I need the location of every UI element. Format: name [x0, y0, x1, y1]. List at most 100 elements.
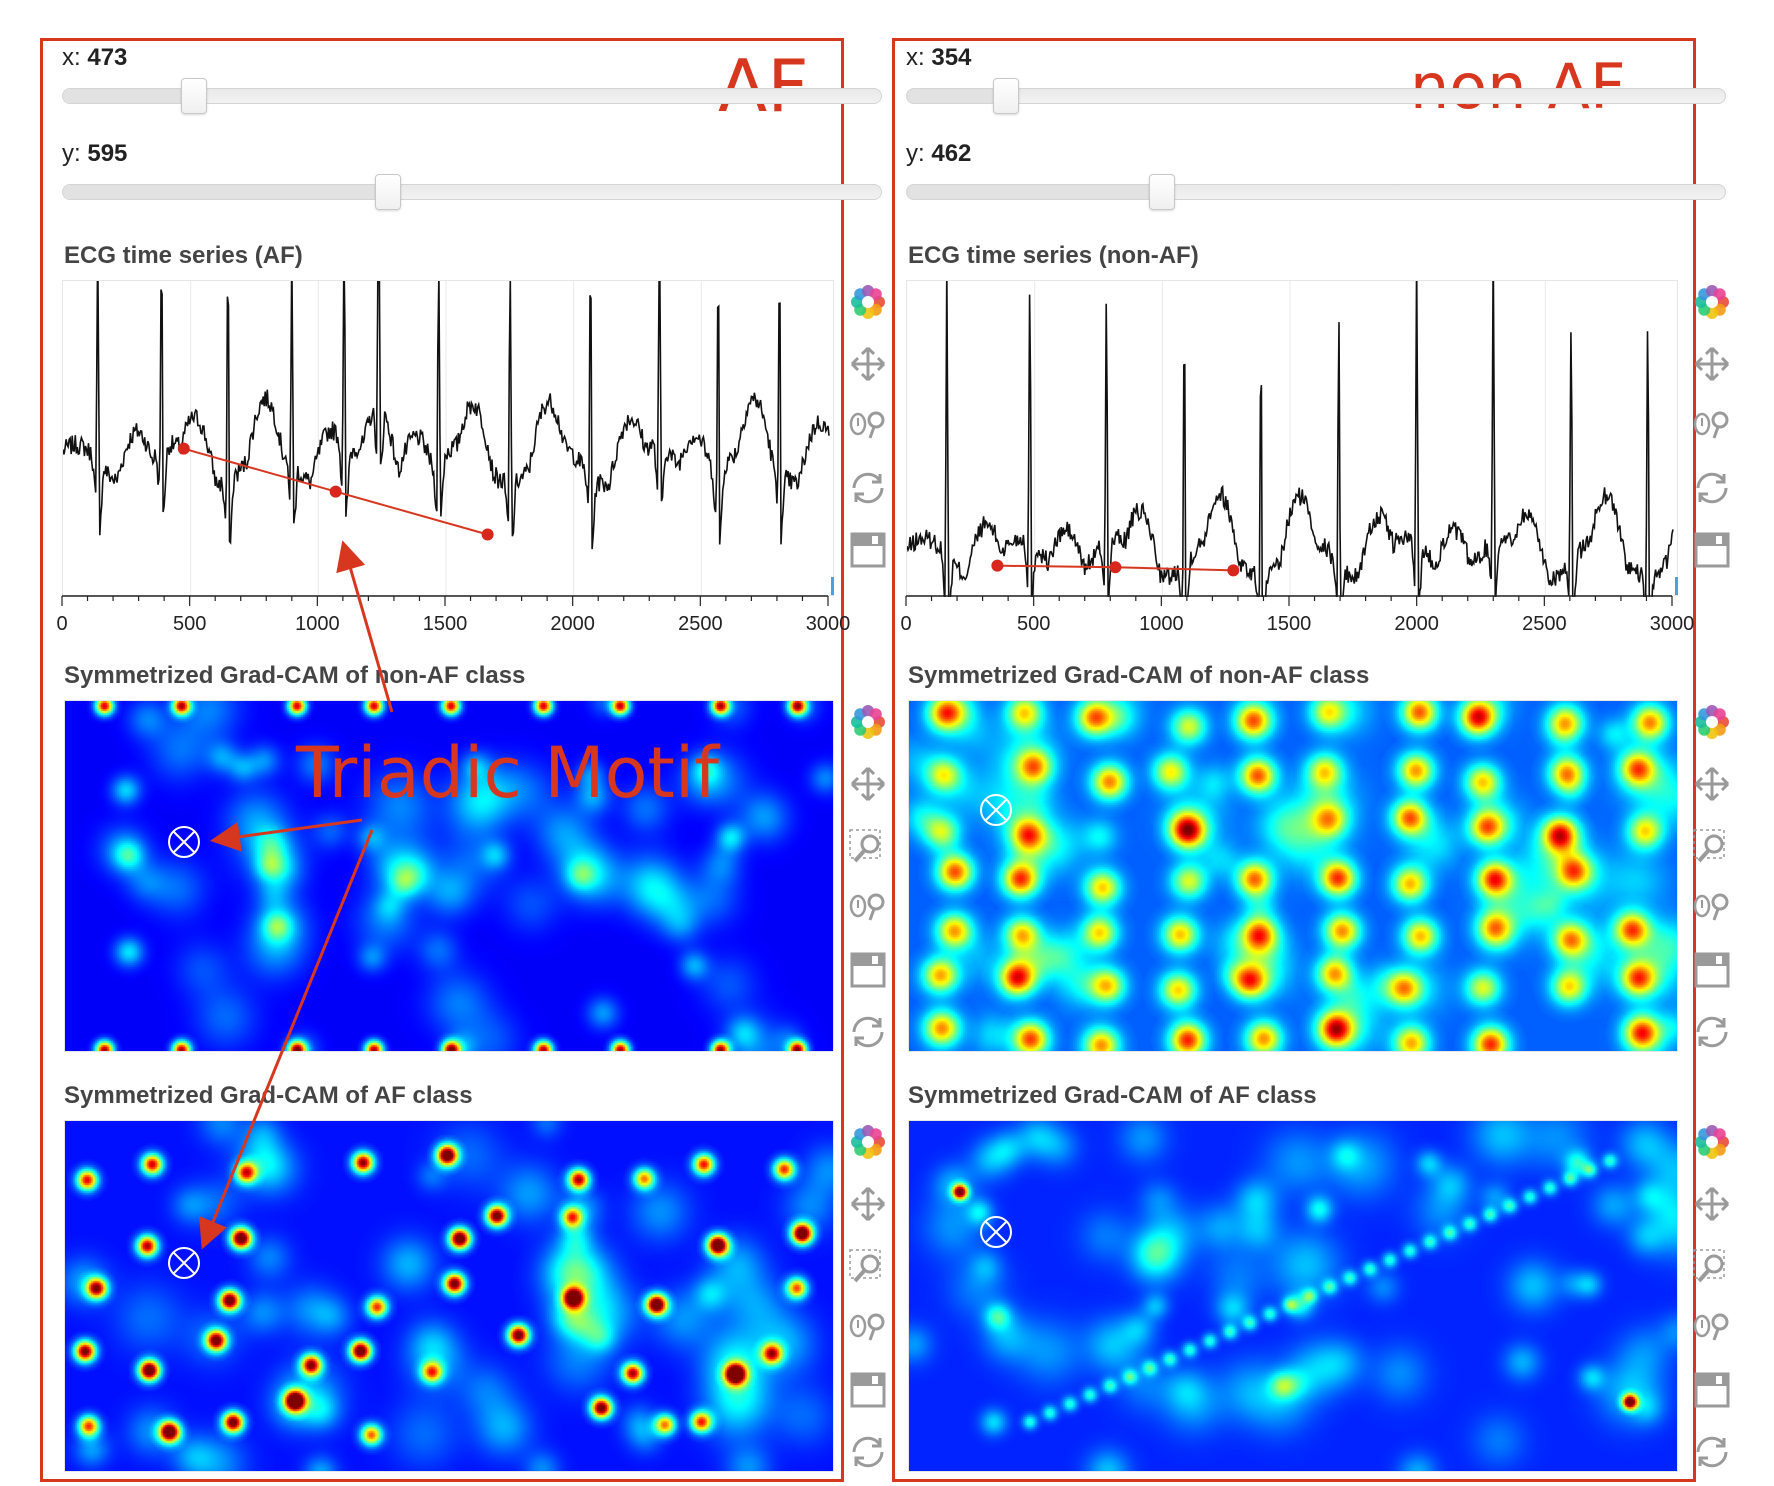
y-slider[interactable] [906, 174, 1726, 210]
x-slider-label: x: 354 [906, 44, 972, 71]
tick-label: 2500 [678, 613, 723, 635]
pan-icon[interactable] [846, 1182, 890, 1226]
box-zoom-icon[interactable] [846, 1244, 890, 1288]
box-zoom-icon[interactable] [1690, 824, 1734, 868]
nonaf-panel-border [892, 38, 1696, 1482]
save-icon[interactable] [1690, 948, 1734, 992]
arrow-to-ecg [336, 540, 394, 713]
pan-icon[interactable] [1690, 342, 1734, 386]
y-slider-value: 462 [931, 140, 972, 167]
logo-icon [846, 280, 890, 324]
motif-point [481, 528, 494, 541]
wheel-zoom-icon[interactable] [1690, 1306, 1734, 1350]
y-slider-handle[interactable] [375, 174, 401, 210]
ecg-plot-title: ECG time series (non-AF) [908, 242, 1199, 269]
arrow-to-af-marker [199, 829, 374, 1250]
y-slider-handle[interactable] [1149, 174, 1175, 210]
reset-icon[interactable] [1690, 466, 1734, 510]
circled-times-icon [168, 1247, 200, 1279]
ecg-x-axis: 0 500 1000 1500 2000 2500 3000 [56, 595, 851, 635]
ecg-af-svg [63, 281, 834, 597]
x-slider[interactable] [906, 78, 1726, 114]
save-icon[interactable] [846, 948, 890, 992]
tick-label: 0 [56, 613, 67, 635]
tick-label: 3000 [806, 613, 851, 635]
tick-label: 500 [173, 613, 206, 635]
af-gradcam-title: Symmetrized Grad-CAM of AF class [908, 1082, 1317, 1109]
wheel-zoom-icon[interactable] [846, 886, 890, 930]
af-gradcam-heatmap[interactable] [908, 1120, 1678, 1472]
pan-icon[interactable] [846, 762, 890, 806]
tick-label: 2000 [550, 613, 595, 635]
save-icon[interactable] [1690, 1368, 1734, 1412]
tick-label: 1500 [423, 613, 468, 635]
ecg-plot[interactable] [906, 280, 1678, 597]
save-icon[interactable] [1690, 528, 1734, 572]
nonaf-gradcam-title: Symmetrized Grad-CAM of non-AF class [64, 662, 526, 689]
nonaf-panel-label: non-AF [1410, 50, 1626, 123]
x-slider-value: 473 [87, 44, 128, 71]
triadic-motif-annotation: Triadic Motif [296, 732, 719, 814]
pan-icon[interactable] [1690, 762, 1734, 806]
motif-point [329, 485, 342, 498]
x-slider-value: 354 [931, 44, 972, 71]
tick-label: 1000 [295, 613, 340, 635]
arrow-to-nonaf-marker [210, 818, 363, 852]
af-panel-border [40, 38, 844, 1482]
ecg-plot-title: ECG time series (AF) [64, 242, 303, 269]
motif-point [1109, 561, 1122, 574]
ecg-nonaf-svg [907, 281, 1678, 597]
wheel-zoom-icon[interactable] [846, 404, 890, 448]
tick-label: 1500 [1267, 613, 1312, 635]
y-slider-label: y: 462 [906, 140, 972, 167]
tick-label: 2000 [1394, 613, 1439, 635]
y-slider-label: y: 595 [62, 140, 128, 167]
logo-icon [1690, 700, 1734, 744]
circled-times-icon [168, 826, 200, 858]
af-panel-label: AF [718, 44, 809, 128]
x-slider[interactable] [62, 78, 882, 114]
circled-times-icon [980, 1216, 1012, 1248]
wheel-zoom-icon[interactable] [846, 1306, 890, 1350]
tick-label: 3000 [1650, 613, 1695, 635]
tick-label: 1000 [1139, 613, 1184, 635]
wheel-zoom-icon[interactable] [1690, 886, 1734, 930]
logo-icon [1690, 280, 1734, 324]
pan-icon[interactable] [1690, 1182, 1734, 1226]
save-icon[interactable] [846, 528, 890, 572]
box-zoom-icon[interactable] [846, 824, 890, 868]
pan-icon[interactable] [846, 342, 890, 386]
y-slider[interactable] [62, 174, 882, 210]
logo-icon [1690, 1120, 1734, 1164]
nonaf-gradcam-heatmap[interactable] [908, 700, 1678, 1052]
reset-icon[interactable] [846, 1430, 890, 1474]
x-slider-handle[interactable] [993, 78, 1019, 114]
tick-label: 2500 [1522, 613, 1567, 635]
tick-label: 0 [900, 613, 911, 635]
motif-point [177, 442, 190, 455]
reset-icon[interactable] [846, 1010, 890, 1054]
af-gradcam-heatmap[interactable] [64, 1120, 834, 1472]
wheel-zoom-icon[interactable] [1690, 404, 1734, 448]
motif-point [1227, 564, 1240, 577]
nonaf-gradcam-title: Symmetrized Grad-CAM of non-AF class [908, 662, 1370, 689]
nonaf-gradcam-heatmap[interactable] [64, 700, 834, 1052]
box-zoom-icon[interactable] [1690, 1244, 1734, 1288]
ecg-trace [907, 281, 1674, 597]
ecg-trace [63, 281, 830, 550]
save-icon[interactable] [846, 1368, 890, 1412]
ecg-plot[interactable] [62, 280, 834, 597]
ecg-x-axis: 0 500 1000 1500 2000 2500 3000 [900, 595, 1695, 635]
y-slider-value: 595 [87, 140, 128, 167]
reset-icon[interactable] [1690, 1430, 1734, 1474]
x-slider-handle[interactable] [181, 78, 207, 114]
x-slider-label: x: 473 [62, 44, 128, 71]
logo-icon [846, 700, 890, 744]
tick-label: 500 [1017, 613, 1050, 635]
reset-icon[interactable] [1690, 1010, 1734, 1054]
reset-icon[interactable] [846, 466, 890, 510]
logo-icon [846, 1120, 890, 1164]
motif-point [991, 559, 1004, 572]
circled-times-icon [980, 794, 1012, 826]
